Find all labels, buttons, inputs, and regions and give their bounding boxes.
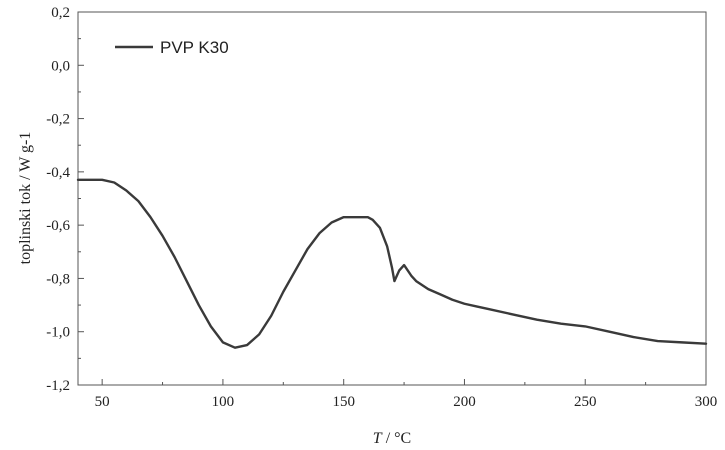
x-tick-label: 300 bbox=[695, 394, 718, 410]
plot-area bbox=[77, 11, 707, 386]
y-tick-label: -1,2 bbox=[46, 378, 70, 394]
legend: PVP K30 bbox=[115, 38, 229, 57]
x-tick-label: 250 bbox=[574, 394, 597, 410]
y-tick-label: 0,0 bbox=[51, 58, 70, 74]
y-tick-label: -0,4 bbox=[46, 165, 70, 181]
series-line-pvp-k30 bbox=[76, 178, 708, 349]
y-tick-label: -0,8 bbox=[46, 271, 70, 287]
y-tick-label: 0,2 bbox=[51, 5, 70, 21]
legend-label: PVP K30 bbox=[160, 38, 229, 57]
y-tick-label: -1,0 bbox=[46, 325, 70, 341]
x-tick-label: 150 bbox=[332, 394, 355, 410]
x-axis-title: T / °C bbox=[373, 430, 411, 447]
y-axis: -1,2 -1,0 -0,8 -0,6 -0,4 -0,2 0,0 0,2 bbox=[46, 5, 84, 394]
x-tick-label: 50 bbox=[95, 394, 110, 410]
y-tick-label: -0,2 bbox=[46, 112, 70, 128]
x-tick-label: 100 bbox=[212, 394, 235, 410]
y-axis-title: toplinski tok / W g-1 bbox=[17, 132, 34, 265]
x-tick-label: 200 bbox=[453, 394, 476, 410]
y-tick-label: -0,6 bbox=[46, 218, 70, 234]
x-axis: 50 100 150 200 250 300 bbox=[95, 379, 718, 410]
